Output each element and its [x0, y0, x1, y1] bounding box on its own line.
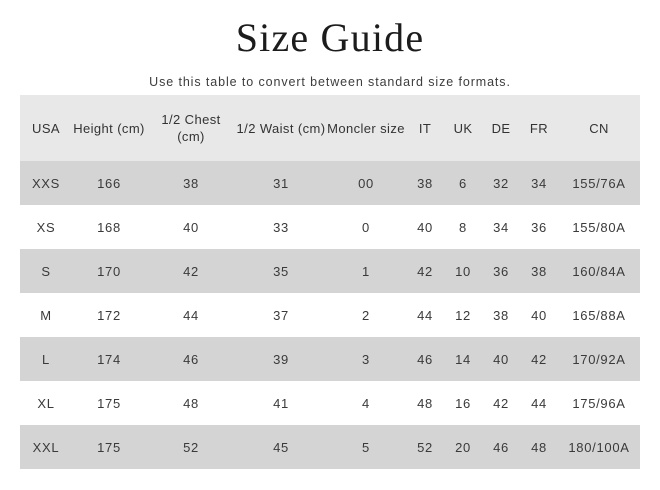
cell-it: 42 — [406, 249, 444, 293]
column-header-it: IT — [406, 95, 444, 161]
column-header-de: DE — [482, 95, 520, 161]
cell-it: 44 — [406, 293, 444, 337]
cell-cn: 160/84A — [558, 249, 640, 293]
cell-half-chest: 52 — [146, 425, 236, 469]
cell-de: 40 — [482, 337, 520, 381]
size-table-container: USA Height (cm) 1/2 Chest (cm) 1/2 Waist… — [20, 95, 640, 469]
cell-half-chest: 38 — [146, 161, 236, 205]
cell-uk: 10 — [444, 249, 482, 293]
table-row: L 174 46 39 3 46 14 40 42 170/92A — [20, 337, 640, 381]
column-header-usa: USA — [20, 95, 72, 161]
cell-half-waist: 37 — [236, 293, 326, 337]
cell-usa: XL — [20, 381, 72, 425]
page-subtitle: Use this table to convert between standa… — [149, 75, 511, 89]
cell-de: 46 — [482, 425, 520, 469]
cell-cn: 155/76A — [558, 161, 640, 205]
cell-cn: 180/100A — [558, 425, 640, 469]
cell-cn: 165/88A — [558, 293, 640, 337]
cell-moncler-size: 0 — [326, 205, 406, 249]
cell-uk: 20 — [444, 425, 482, 469]
cell-moncler-size: 5 — [326, 425, 406, 469]
cell-it: 46 — [406, 337, 444, 381]
cell-usa: M — [20, 293, 72, 337]
cell-height: 175 — [72, 381, 146, 425]
cell-height: 166 — [72, 161, 146, 205]
cell-moncler-size: 4 — [326, 381, 406, 425]
table-row: XXL 175 52 45 5 52 20 46 48 180/100A — [20, 425, 640, 469]
column-header-fr: FR — [520, 95, 558, 161]
page-title: Size Guide — [235, 15, 425, 60]
cell-uk: 6 — [444, 161, 482, 205]
cell-moncler-size: 00 — [326, 161, 406, 205]
cell-half-waist: 45 — [236, 425, 326, 469]
cell-half-chest: 48 — [146, 381, 236, 425]
column-header-uk: UK — [444, 95, 482, 161]
cell-de: 36 — [482, 249, 520, 293]
cell-uk: 12 — [444, 293, 482, 337]
cell-fr: 40 — [520, 293, 558, 337]
cell-half-chest: 42 — [146, 249, 236, 293]
cell-cn: 170/92A — [558, 337, 640, 381]
cell-uk: 16 — [444, 381, 482, 425]
cell-cn: 175/96A — [558, 381, 640, 425]
cell-fr: 36 — [520, 205, 558, 249]
cell-usa: XS — [20, 205, 72, 249]
cell-fr: 38 — [520, 249, 558, 293]
cell-de: 34 — [482, 205, 520, 249]
cell-height: 172 — [72, 293, 146, 337]
cell-usa: XXL — [20, 425, 72, 469]
cell-half-chest: 46 — [146, 337, 236, 381]
column-header-cn: CN — [558, 95, 640, 161]
table-row: XXS 166 38 31 00 38 6 32 34 155/76A — [20, 161, 640, 205]
cell-cn: 155/80A — [558, 205, 640, 249]
cell-moncler-size: 1 — [326, 249, 406, 293]
cell-fr: 34 — [520, 161, 558, 205]
cell-uk: 14 — [444, 337, 482, 381]
cell-moncler-size: 2 — [326, 293, 406, 337]
cell-it: 52 — [406, 425, 444, 469]
cell-height: 174 — [72, 337, 146, 381]
cell-half-waist: 31 — [236, 161, 326, 205]
cell-half-waist: 39 — [236, 337, 326, 381]
cell-half-waist: 35 — [236, 249, 326, 293]
cell-it: 38 — [406, 161, 444, 205]
cell-fr: 48 — [520, 425, 558, 469]
cell-usa: S — [20, 249, 72, 293]
cell-uk: 8 — [444, 205, 482, 249]
column-header-waist: 1/2 Waist (cm) — [236, 95, 326, 161]
cell-de: 42 — [482, 381, 520, 425]
cell-de: 32 — [482, 161, 520, 205]
cell-half-waist: 41 — [236, 381, 326, 425]
table-header: USA Height (cm) 1/2 Chest (cm) 1/2 Waist… — [20, 95, 640, 161]
cell-de: 38 — [482, 293, 520, 337]
size-conversion-table: USA Height (cm) 1/2 Chest (cm) 1/2 Waist… — [20, 95, 640, 469]
table-row: S 170 42 35 1 42 10 36 38 160/84A — [20, 249, 640, 293]
table-row: XL 175 48 41 4 48 16 42 44 175/96A — [20, 381, 640, 425]
cell-fr: 44 — [520, 381, 558, 425]
column-header-chest: 1/2 Chest (cm) — [146, 95, 236, 161]
cell-height: 170 — [72, 249, 146, 293]
cell-usa: XXS — [20, 161, 72, 205]
cell-usa: L — [20, 337, 72, 381]
table-row: XS 168 40 33 0 40 8 34 36 155/80A — [20, 205, 640, 249]
cell-height: 168 — [72, 205, 146, 249]
column-header-height: Height (cm) — [72, 95, 146, 161]
cell-fr: 42 — [520, 337, 558, 381]
cell-half-chest: 44 — [146, 293, 236, 337]
cell-height: 175 — [72, 425, 146, 469]
cell-it: 48 — [406, 381, 444, 425]
table-body: XXS 166 38 31 00 38 6 32 34 155/76A XS 168 40 33 0 40 8 3… — [20, 161, 640, 469]
table-row: M 172 44 37 2 44 12 38 40 165/88A — [20, 293, 640, 337]
cell-half-waist: 33 — [236, 205, 326, 249]
table-header-row: USA Height (cm) 1/2 Chest (cm) 1/2 Waist… — [20, 95, 640, 161]
cell-moncler-size: 3 — [326, 337, 406, 381]
column-header-moncler: Moncler size — [326, 95, 406, 161]
cell-half-chest: 40 — [146, 205, 236, 249]
cell-it: 40 — [406, 205, 444, 249]
